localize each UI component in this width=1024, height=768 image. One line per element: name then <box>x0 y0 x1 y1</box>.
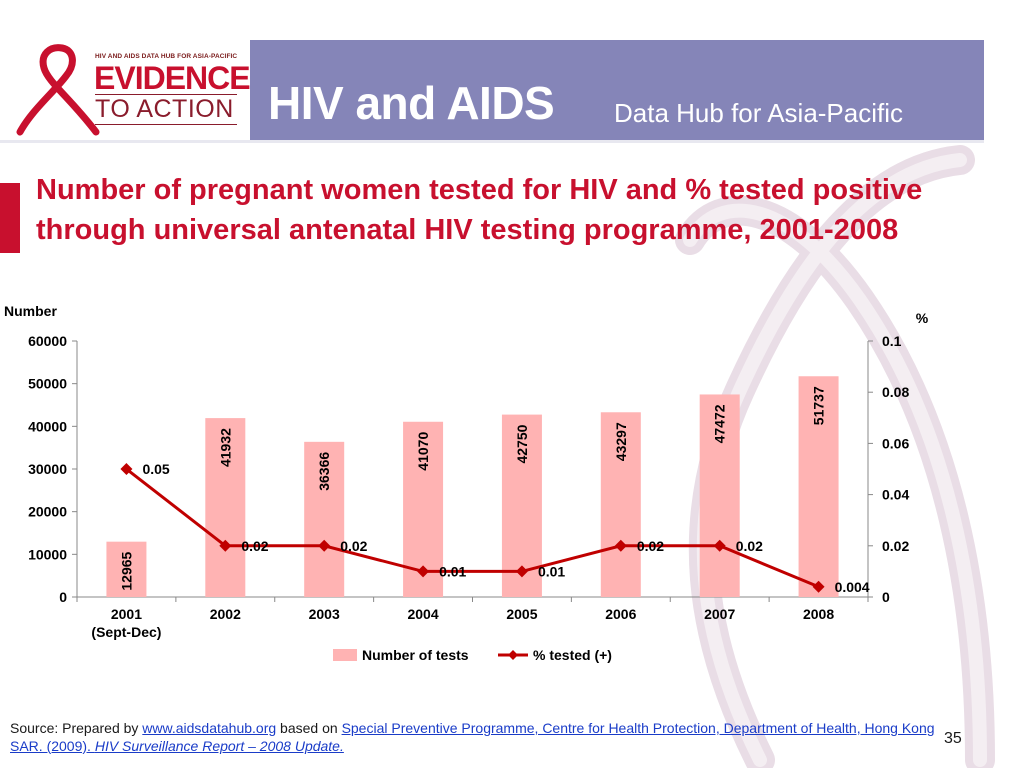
y-tick-label-left: 30000 <box>28 461 67 477</box>
line-marker <box>417 565 430 578</box>
source-link-report-text: Special Preventive Programme, Centre for… <box>10 720 935 754</box>
y-tick-label-left: 50000 <box>28 376 67 392</box>
logo: HIV AND AIDS DATA HUB FOR ASIA-PACIFIC E… <box>0 40 251 140</box>
legend-swatch-bar <box>333 649 357 661</box>
x-tick-label: 2003 <box>309 606 340 622</box>
x-tick-label: 2001 <box>111 606 142 622</box>
y-tick-label-left: 60000 <box>28 333 67 349</box>
legend-label-bar: Number of tests <box>362 647 469 663</box>
bar <box>699 394 740 597</box>
y-tick-label-right: 0.04 <box>882 487 909 503</box>
y-tick-label-right: 0.02 <box>882 538 909 554</box>
bar-value-label: 36366 <box>316 452 332 491</box>
header-subtitle: Data Hub for Asia-Pacific <box>614 98 904 128</box>
line-marker <box>614 539 627 552</box>
x-tick-label: 2005 <box>506 606 537 622</box>
y-tick-label-right: 0.1 <box>882 333 902 349</box>
header-bar: HIV AND AIDS DATA HUB FOR ASIA-PACIFIC E… <box>0 40 984 143</box>
x-tick-label: (Sept-Dec) <box>91 624 161 640</box>
logo-evidence: EVIDENCE <box>94 60 251 96</box>
line-marker <box>515 565 528 578</box>
line-marker <box>120 463 133 475</box>
y-axis-title-left: Number <box>4 303 57 319</box>
y-tick-label-right: 0.06 <box>882 435 909 451</box>
x-tick-label: 2006 <box>605 606 636 622</box>
line-value-label: 0.01 <box>538 563 565 579</box>
y-tick-label-right: 0 <box>882 589 890 605</box>
source-link-report[interactable]: Special Preventive Programme, Centre for… <box>10 720 935 754</box>
x-tick-label: 2004 <box>407 606 438 622</box>
line-value-label: 0.004 <box>835 579 870 595</box>
line-marker <box>219 539 232 552</box>
logo-rule-bottom <box>95 124 237 125</box>
bar-value-label: 41070 <box>415 432 431 471</box>
source-middle: based on <box>276 720 342 736</box>
source-prefix: Source: Prepared by <box>10 720 143 736</box>
logo-tagline: HIV AND AIDS DATA HUB FOR ASIA-PACIFIC <box>95 53 238 60</box>
bar-value-label: 41932 <box>217 428 233 467</box>
bar-value-label: 42750 <box>514 424 530 463</box>
y-tick-label-left: 0 <box>59 589 67 605</box>
x-tick-label: 2007 <box>704 606 735 622</box>
bar-value-label: 43297 <box>613 422 629 461</box>
slide-number: 35 <box>944 730 962 747</box>
bar <box>798 376 839 597</box>
header-title: HIV and AIDS <box>268 77 555 129</box>
x-tick-label: 2008 <box>803 606 834 622</box>
legend-swatch-marker <box>508 650 518 660</box>
bar-value-label: 12965 <box>118 551 134 590</box>
y-tick-label-right: 0.08 <box>882 384 909 400</box>
line-value-label: 0.02 <box>637 538 664 554</box>
logo-rule <box>95 94 237 95</box>
bar <box>106 541 147 597</box>
logo-to-action: TO ACTION <box>95 95 234 123</box>
line-value-label: 0.05 <box>142 461 169 477</box>
source-link-report-title: HIV Surveillance Report – 2008 Update. <box>94 738 344 754</box>
source-note: Source: Prepared by www.aidsdatahub.org … <box>10 719 940 755</box>
bar <box>205 418 246 597</box>
title-accent-bar <box>0 183 20 253</box>
x-tick-label: 2002 <box>210 606 241 622</box>
y-tick-label-left: 20000 <box>28 504 67 520</box>
bar-value-label: 47472 <box>712 404 728 443</box>
y-tick-label-left: 40000 <box>28 418 67 434</box>
line-value-label: 0.02 <box>736 538 763 554</box>
line-value-label: 0.01 <box>439 563 466 579</box>
red-ribbon-icon <box>16 44 100 136</box>
bar-value-label: 51737 <box>811 386 827 425</box>
bar <box>304 441 345 597</box>
line-series <box>125 467 820 589</box>
y-tick-label-left: 10000 <box>28 546 67 562</box>
y-axis-title-right: % <box>916 310 929 326</box>
line-marker <box>713 539 726 552</box>
line-marker <box>812 580 825 593</box>
line-value-label: 0.02 <box>340 538 367 554</box>
line-marker <box>318 539 331 552</box>
line-value-label: 0.02 <box>241 538 268 554</box>
legend-label-line: % tested (+) <box>533 647 612 663</box>
source-link-aidsdatahub[interactable]: www.aidsdatahub.org <box>142 720 277 736</box>
bar <box>600 412 641 597</box>
slide-title: Number of pregnant women tested for HIV … <box>36 174 923 246</box>
